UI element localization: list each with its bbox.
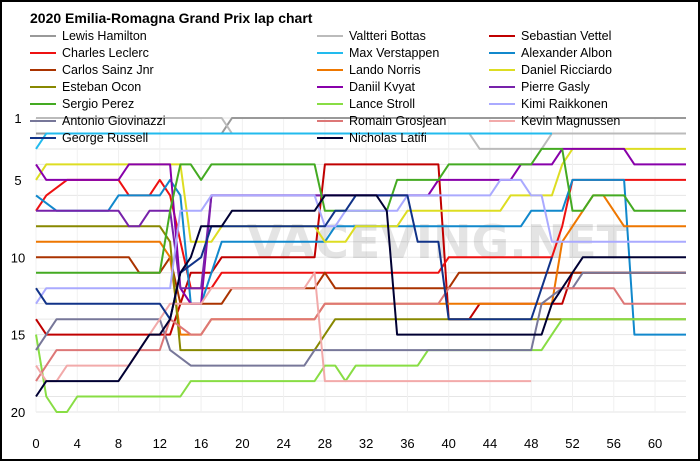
legend-label: Max Verstappen <box>349 46 439 60</box>
legend-label: Lewis Hamilton <box>62 29 147 43</box>
x-tick-label: 40 <box>441 436 455 451</box>
legend-label: Lando Norris <box>349 63 421 77</box>
legend-label: Sergio Perez <box>62 97 134 111</box>
legend-label: Kimi Raikkonen <box>521 97 608 111</box>
legend-label: Daniil Kvyat <box>349 80 416 94</box>
y-tick-label: 20 <box>11 405 25 420</box>
legend-label: Lance Stroll <box>349 97 415 111</box>
y-tick-label: 1 <box>14 111 21 126</box>
x-tick-label: 16 <box>194 436 208 451</box>
legend-label: Charles Leclerc <box>62 46 149 60</box>
legend-label: George Russell <box>62 131 148 145</box>
x-tick-label: 24 <box>276 436 290 451</box>
series-line-valtteri-bottas <box>36 117 686 150</box>
x-tick-label: 60 <box>648 436 662 451</box>
legend-label: Daniel Ricciardo <box>521 63 612 77</box>
y-tick-label: 5 <box>14 173 21 188</box>
series-line-esteban-ocon <box>36 225 686 352</box>
legend-label: Antonio Giovinazzi <box>62 114 166 128</box>
series-line-daniel-ricciardo <box>35 147 686 243</box>
x-tick-label: 0 <box>32 436 39 451</box>
x-tick-label: 48 <box>524 436 538 451</box>
x-tick-label: 28 <box>318 436 332 451</box>
x-tick-label: 20 <box>235 436 249 451</box>
legend-label: Nicholas Latifi <box>349 131 427 145</box>
x-tick-label: 32 <box>359 436 373 451</box>
x-tick-label: 56 <box>607 436 621 451</box>
series-line-lance-stroll <box>35 318 686 413</box>
series-line-george-russell <box>35 194 553 321</box>
legend: Lewis Hamilton Valtteri Bottas Sebastian V… <box>30 29 620 145</box>
x-tick-label: 44 <box>483 436 497 451</box>
legend-label: Valtteri Bottas <box>349 29 426 43</box>
legend-label: Sebastian Vettel <box>521 29 611 43</box>
x-tick-label: 4 <box>74 436 81 451</box>
series-line-kevin-magnussen <box>35 271 532 383</box>
legend-label: Kevin Magnussen <box>521 114 620 128</box>
series-line-alexander-albon <box>35 178 686 336</box>
legend-label: Carlos Sainz Jnr <box>62 63 154 77</box>
y-tick-label: 10 <box>11 250 25 265</box>
x-tick-label: 12 <box>153 436 167 451</box>
series-lines <box>35 117 686 413</box>
y-tick-label: 15 <box>11 328 25 343</box>
series-line-romain-grosjean <box>35 287 686 382</box>
chart-title: 2020 Emilia-Romagna Grand Prix lap chart <box>30 10 313 26</box>
series-line-sergio-perez <box>36 147 686 274</box>
legend-label: Romain Grosjean <box>349 114 446 128</box>
x-tick-label: 52 <box>565 436 579 451</box>
x-tick-label: 8 <box>115 436 122 451</box>
x-tick-label: 36 <box>400 436 414 451</box>
series-line-nicholas-latifi <box>35 194 686 398</box>
legend-label: Alexander Albon <box>521 46 612 60</box>
legend-label: Pierre Gasly <box>521 80 591 94</box>
x-axis-ticks: 0 4 8 12 16 20 24 28 32 36 40 44 48 52 56 60 <box>32 436 662 451</box>
legend-label: Esteban Ocon <box>62 80 141 94</box>
